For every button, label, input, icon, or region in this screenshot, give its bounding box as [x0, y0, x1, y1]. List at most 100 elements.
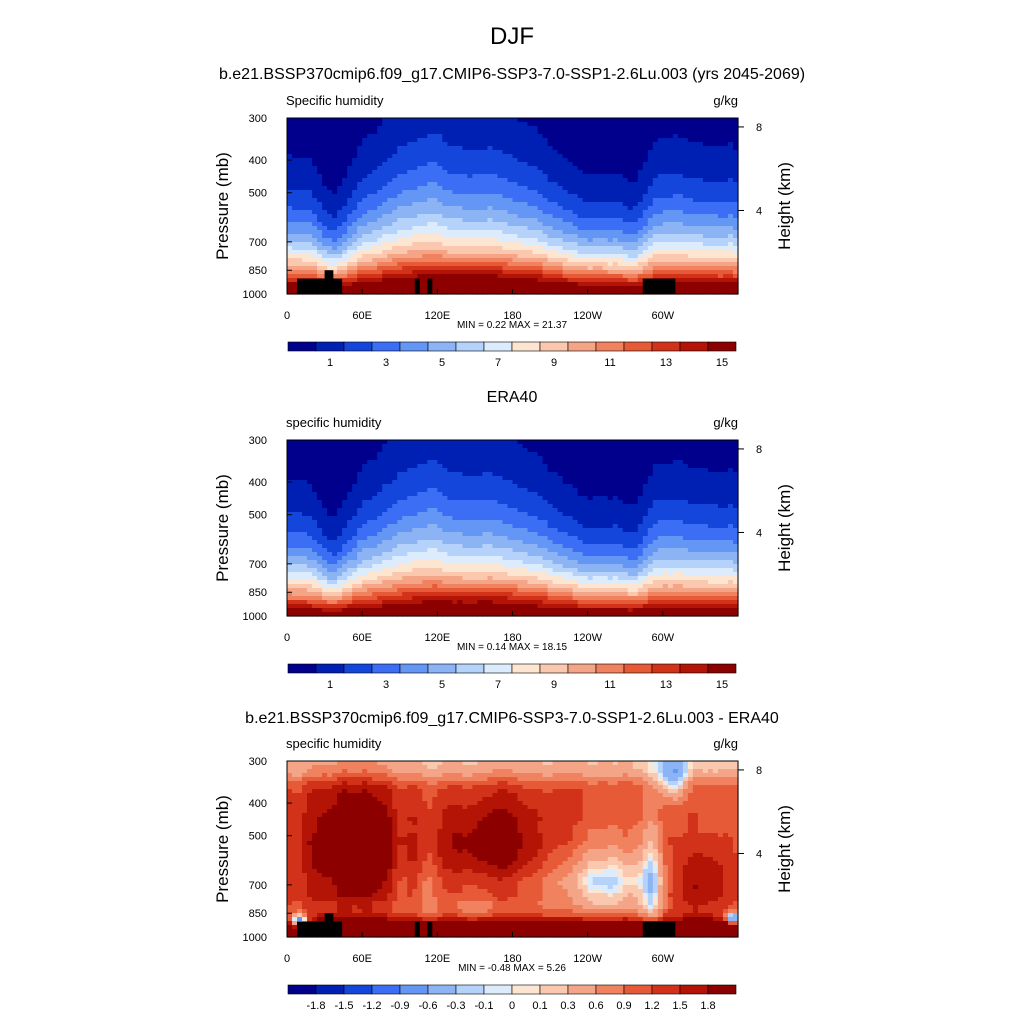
- field-cell: [377, 226, 383, 231]
- field-cell: [327, 452, 333, 457]
- field-cell: [412, 198, 418, 203]
- field-cell: [522, 218, 529, 223]
- field-cell: [472, 266, 479, 271]
- field-cell: [497, 250, 504, 255]
- field-cell: [572, 270, 579, 275]
- field-cell: [287, 202, 293, 207]
- field-cell: [577, 262, 584, 267]
- field-cell: [582, 440, 589, 445]
- field-cell: [377, 468, 383, 473]
- field-cell: [552, 448, 559, 453]
- field-cell: [457, 262, 463, 267]
- field-cell: [452, 282, 458, 287]
- field-cell: [587, 278, 594, 283]
- field-cell: [647, 126, 654, 131]
- field-cell: [322, 254, 328, 259]
- field-cell: [432, 262, 438, 267]
- field-cell: [307, 238, 313, 243]
- field-cell: [482, 262, 489, 267]
- field-cell: [632, 262, 639, 267]
- field-cell: [552, 210, 559, 215]
- field-cell: [597, 460, 604, 465]
- field-cell: [382, 138, 388, 143]
- field-cell: [417, 182, 423, 187]
- field-cell: [677, 230, 684, 235]
- field-cell: [287, 266, 293, 271]
- field-cell: [382, 468, 388, 473]
- field-cell: [617, 238, 624, 243]
- field-cell: [557, 194, 564, 199]
- field-cell: [517, 290, 524, 295]
- field-cell: [527, 230, 534, 235]
- field-cell: [672, 476, 679, 481]
- field-cell: [517, 242, 524, 247]
- field-cell: [342, 440, 348, 445]
- field-cell: [632, 178, 639, 183]
- field-cell: [402, 178, 408, 183]
- field-cell: [582, 456, 589, 461]
- field-cell: [337, 194, 343, 199]
- field-cell: [442, 290, 448, 295]
- field-cell: [492, 130, 499, 135]
- field-cell: [497, 194, 504, 199]
- field-cell: [507, 166, 514, 171]
- field-cell: [627, 214, 634, 219]
- field-cell: [417, 158, 423, 163]
- field-cell: [382, 266, 388, 271]
- field-cell: [642, 234, 649, 239]
- field-cell: [622, 234, 629, 239]
- field-cell: [572, 118, 579, 123]
- field-cell: [572, 198, 579, 203]
- field-cell: [587, 134, 594, 139]
- field-cell: [647, 468, 654, 473]
- field-cell: [477, 214, 484, 219]
- field-cell: [562, 262, 569, 267]
- field-cell: [622, 472, 629, 477]
- field-cell: [507, 290, 514, 295]
- field-cell: [707, 170, 714, 175]
- field-cell: [562, 460, 569, 465]
- field-cell: [307, 158, 313, 163]
- field-cell: [522, 226, 529, 231]
- field-cell: [312, 154, 318, 159]
- field-cell: [632, 154, 639, 159]
- field-cell: [697, 158, 704, 163]
- field-cell: [592, 286, 599, 291]
- field-cell: [727, 460, 734, 465]
- field-cell: [732, 174, 739, 179]
- field-cell: [462, 174, 468, 179]
- field-cell: [722, 178, 729, 183]
- field-cell: [467, 258, 474, 263]
- field-cell: [377, 210, 383, 215]
- field-cell: [327, 170, 333, 175]
- field-cell: [572, 480, 579, 485]
- field-cell: [567, 480, 574, 485]
- field-cell: [347, 238, 353, 243]
- field-cell: [557, 146, 564, 151]
- field-cell: [532, 270, 539, 275]
- field-cell: [507, 206, 514, 211]
- field-cell: [517, 468, 524, 473]
- field-cell: [422, 150, 428, 155]
- field-cell: [407, 206, 413, 211]
- field-cell: [437, 452, 443, 457]
- field-cell: [552, 190, 559, 195]
- field-cell: [612, 158, 619, 163]
- field-cell: [657, 138, 664, 143]
- field-cell: [702, 186, 709, 191]
- field-cell: [427, 226, 433, 231]
- y2-axis-label: Height (km): [775, 162, 794, 250]
- field-cell: [657, 246, 664, 251]
- field-cell: [577, 198, 584, 203]
- field-cell: [667, 198, 674, 203]
- field-cell: [407, 254, 413, 259]
- field-cell: [637, 274, 644, 279]
- field-cell: [632, 258, 639, 263]
- field-cell: [637, 190, 644, 195]
- field-cell: [662, 226, 669, 231]
- field-cell: [337, 258, 343, 263]
- field-cell: [287, 282, 293, 287]
- field-cell: [517, 456, 524, 461]
- field-cell: [412, 150, 418, 155]
- field-cell: [502, 452, 509, 457]
